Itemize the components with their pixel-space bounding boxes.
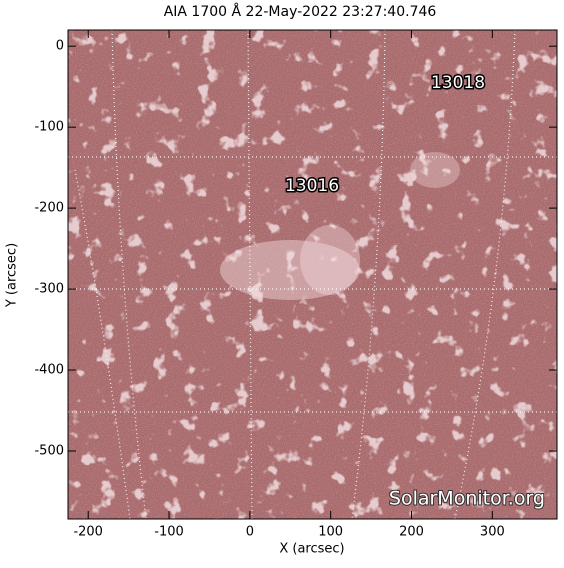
y-tick-label: 0 [56, 39, 64, 54]
chart-title: AIA 1700 Å 22-May-2022 23:27:40.746 [164, 3, 437, 20]
x-tick-label: 200 [399, 525, 424, 540]
y-tick-label: -100 [34, 120, 64, 135]
y-tick-label: -500 [34, 443, 64, 458]
x-tick-label: -200 [73, 525, 103, 540]
plot-frame [67, 29, 558, 520]
region-label: 13018 [431, 73, 485, 93]
x-axis-label: X (arcsec) [279, 542, 344, 557]
x-tick-label: 100 [318, 525, 343, 540]
region-label: 13016 [285, 176, 339, 196]
y-tick-label: -300 [34, 282, 64, 297]
y-axis-label: Y (arcsec) [5, 243, 20, 308]
y-tick-label: -200 [34, 201, 64, 216]
x-tick-label: 0 [246, 525, 254, 540]
x-tick-label: 300 [480, 525, 505, 540]
solar-image [68, 30, 557, 519]
y-tick-label: -400 [34, 363, 64, 378]
watermark: SolarMonitor.org [389, 488, 545, 510]
x-tick-label: -100 [154, 525, 184, 540]
